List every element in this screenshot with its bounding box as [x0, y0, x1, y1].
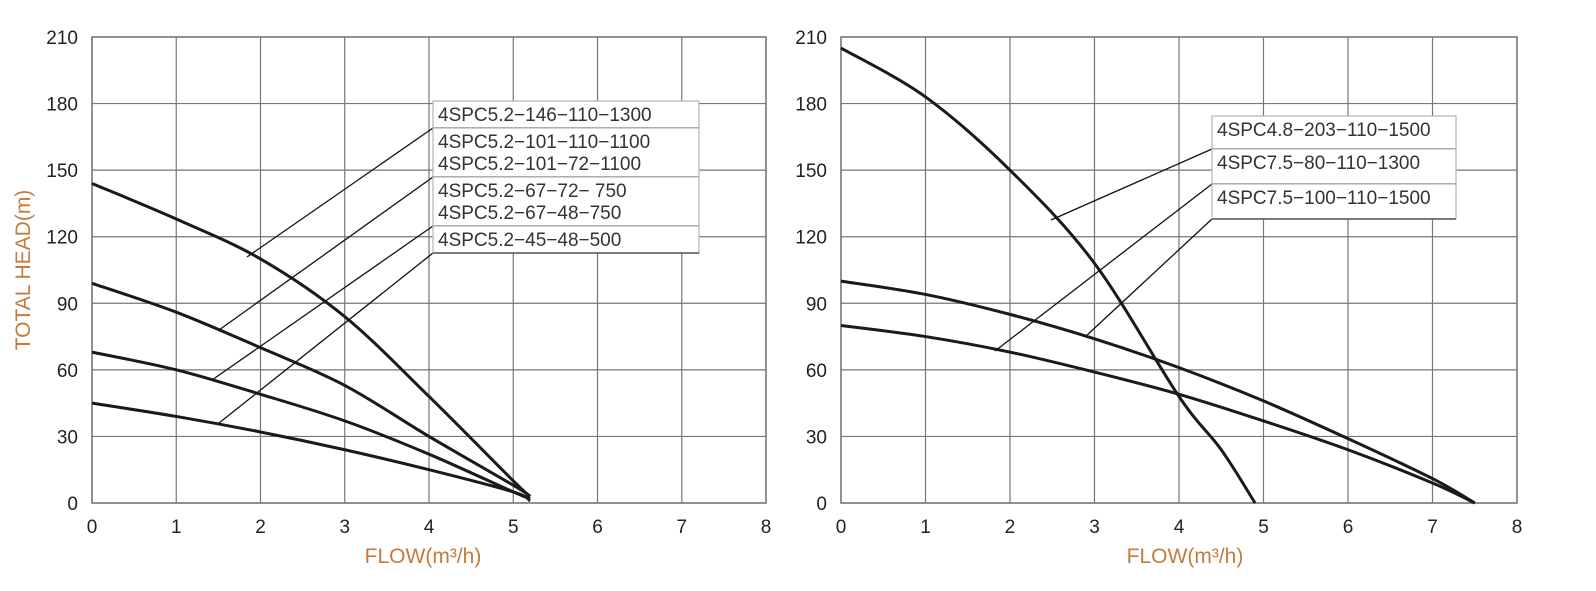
legend-label: 4SPC7.5−100−110−1500	[1217, 188, 1431, 209]
y-tick-label: 210	[795, 28, 827, 49]
y-tick-label: 150	[795, 161, 827, 182]
x-tick-label: 4	[424, 517, 435, 538]
legend-box	[432, 225, 700, 254]
series-line-1	[840, 279, 1476, 505]
series-line-0	[91, 182, 532, 498]
series-line-3	[91, 401, 531, 503]
legend-label: 4SPC5.2−67−48−750	[438, 203, 621, 224]
x-tick-label: 6	[1343, 517, 1354, 538]
leader-line	[218, 176, 434, 331]
x-tick-label: 6	[592, 517, 603, 538]
x-tick-label: 1	[171, 517, 182, 538]
x-tick-label: 8	[1512, 517, 1523, 538]
leader-line	[218, 252, 434, 424]
legend-label: 4SPC5.2−101−110−1100	[438, 132, 650, 153]
y-tick-label: 210	[46, 28, 78, 49]
legend-box	[1211, 183, 1457, 220]
legend-label: 4SPC4.8−203−110−1500	[1217, 120, 1431, 141]
legend-label: 4SPC5.2−146−110−1300	[438, 105, 652, 126]
y-tick-label: 180	[46, 95, 78, 116]
legend-box	[432, 176, 700, 227]
leader-line	[1050, 148, 1213, 221]
legend-label: 4SPC5.2−67−72− 750	[438, 181, 627, 202]
leader-line	[211, 225, 434, 381]
series-line-1	[91, 281, 531, 498]
x-tick-label: 1	[920, 517, 931, 538]
plot-frame	[840, 36, 1518, 504]
y-tick-label: 60	[806, 361, 827, 382]
leader-line	[1084, 218, 1213, 338]
legend-label: 4SPC5.2−45−48−500	[438, 230, 621, 251]
x-tick-label: 7	[1427, 517, 1438, 538]
leader-line	[994, 183, 1213, 352]
x-tick-label: 7	[676, 517, 687, 538]
x-tick-label: 8	[761, 517, 772, 538]
y-tick-label: 90	[57, 294, 78, 315]
x-tick-label: 0	[87, 517, 98, 538]
y-tick-label: 180	[795, 95, 827, 116]
x-tick-label: 5	[1258, 517, 1269, 538]
y-tick-label: 30	[806, 427, 827, 448]
y-tick-label: 90	[806, 294, 827, 315]
y-tick-label: 0	[816, 494, 827, 515]
x-tick-label: 5	[508, 517, 519, 538]
leader-line	[246, 127, 434, 258]
x-tick-label: 4	[1174, 517, 1185, 538]
y-tick-label: 0	[67, 494, 78, 515]
series-line-2	[91, 350, 531, 500]
x-tick-label: 2	[255, 517, 266, 538]
legend-box	[432, 100, 700, 129]
chart-right: 0 1 2 3 4 5 6 7 8 0 30 60 90 120 150 180 210 FLOW(m³/h) 4S…	[795, 28, 1522, 568]
x-tick-label: 0	[836, 517, 847, 538]
x-axis-title: FLOW(m³/h)	[1127, 545, 1244, 568]
y-tick-label: 120	[46, 228, 78, 249]
chart-left: 0 1 2 3 4 5 6 7 8 0 30 60 90 120 150 180 210 FLOW(m³/h) TO…	[12, 28, 771, 568]
y-tick-label: 150	[46, 161, 78, 182]
x-tick-label: 3	[339, 517, 350, 538]
legend-box	[1211, 115, 1457, 150]
x-tick-label: 3	[1089, 517, 1100, 538]
y-axis-title: TOTAL HEAD(m)	[12, 190, 35, 351]
legend-box	[432, 127, 700, 178]
legend-label: 4SPC7.5−80−110−1300	[1217, 153, 1420, 174]
series-line-0	[840, 46, 1257, 504]
x-axis-title: FLOW(m³/h)	[365, 545, 482, 568]
y-tick-label: 30	[57, 427, 78, 448]
plot-frame	[91, 36, 767, 504]
y-tick-label: 120	[795, 228, 827, 249]
legend-label: 4SPC5.2−101−72−1100	[438, 154, 641, 175]
y-tick-label: 60	[57, 361, 78, 382]
x-tick-label: 2	[1005, 517, 1016, 538]
series-line-2	[840, 323, 1476, 505]
